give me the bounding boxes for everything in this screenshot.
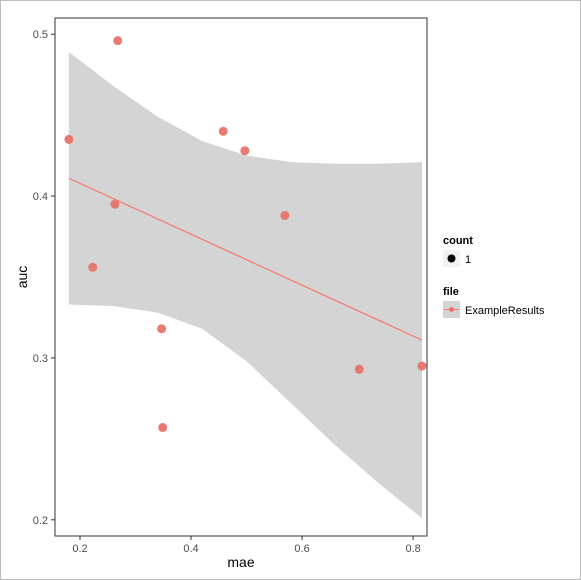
data-point <box>64 134 74 144</box>
regression-line <box>68 177 423 341</box>
data-point <box>157 324 167 334</box>
y-tick-label: 0.4 <box>33 191 48 203</box>
y-tick-label: 0.2 <box>33 515 48 527</box>
data-point <box>113 36 123 46</box>
y-tick-label: 0.3 <box>33 353 48 365</box>
x-tick-label: 0.2 <box>72 543 87 555</box>
legend-label-count: 1 <box>465 254 471 266</box>
confidence-band <box>68 52 423 519</box>
data-point <box>88 262 98 272</box>
data-point <box>218 126 228 136</box>
x-axis-title: mae <box>227 554 254 570</box>
data-point <box>417 361 427 371</box>
plot-panel-border <box>54 17 428 537</box>
legend-label-file: ExampleResults <box>465 305 545 317</box>
data-point <box>240 146 250 156</box>
data-point <box>280 210 290 220</box>
x-tick-label: 0.6 <box>294 543 309 555</box>
legend-key-file-dot <box>449 307 454 312</box>
points-layer <box>64 36 427 433</box>
axes-layer: 0.2 0.4 0.6 0.8 0.2 0.3 0.4 0.5 <box>33 29 421 555</box>
x-tick-label: 0.4 <box>183 543 198 555</box>
data-point <box>354 364 364 374</box>
confidence-band-layer <box>68 52 423 519</box>
data-point <box>110 199 120 209</box>
legend: count 1 file ExampleResults <box>443 235 545 318</box>
fit-line-layer <box>68 177 423 341</box>
data-point <box>158 423 168 433</box>
x-tick-label: 0.8 <box>405 543 420 555</box>
legend-title-count: count <box>443 235 473 247</box>
y-axis-title: auc <box>14 266 30 289</box>
legend-key-count-dot <box>447 254 456 263</box>
legend-title-file: file <box>443 286 459 298</box>
y-tick-label: 0.5 <box>33 29 48 41</box>
